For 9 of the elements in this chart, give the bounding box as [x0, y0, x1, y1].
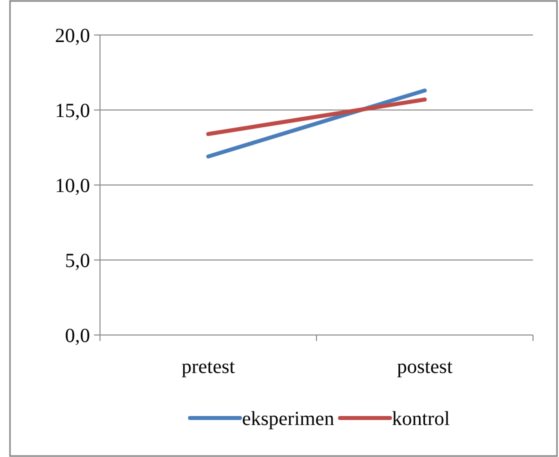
x-tick-label: postest [396, 356, 453, 378]
y-tick-label: 0,0 [65, 325, 90, 347]
y-tick-label: 10,0 [55, 175, 90, 197]
x-tick-label: pretest [182, 356, 236, 378]
legend-label: kontrol [392, 408, 450, 430]
y-tick-label: 15,0 [55, 100, 90, 122]
legend-label: eksperimen [242, 408, 334, 430]
y-tick-label: 5,0 [65, 250, 90, 272]
y-tick-label: 20,0 [55, 25, 90, 47]
